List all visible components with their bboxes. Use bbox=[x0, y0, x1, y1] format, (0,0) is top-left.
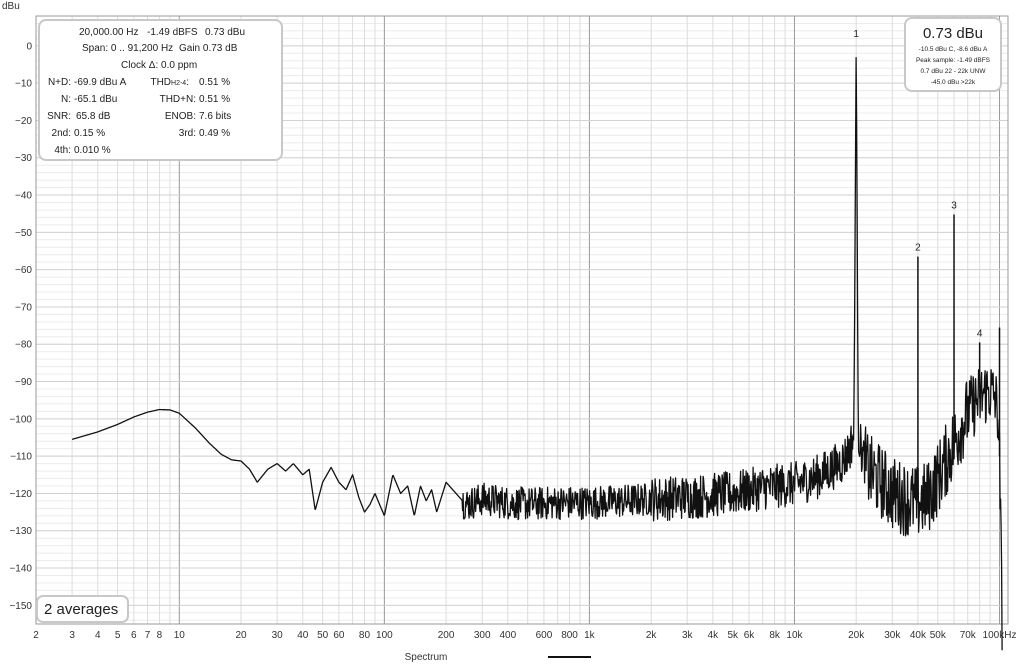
x-tick-label: 20 bbox=[235, 630, 247, 641]
x-tick-label: 2k bbox=[646, 630, 658, 641]
info-snr-value: 65.8 dB bbox=[76, 111, 111, 122]
level-line-4: -45.0 dBu >22k bbox=[931, 79, 976, 86]
x-tick-label: 3k bbox=[682, 630, 694, 641]
harmonic-peak-label: 2 bbox=[915, 243, 921, 254]
plot-frame bbox=[35, 15, 1009, 625]
info-nd-label: N+D: bbox=[48, 77, 71, 88]
x-tick-label: 100 bbox=[376, 630, 393, 641]
peak-markers: 1 2 3 4 bbox=[853, 29, 1001, 503]
info-gain: Gain 0.73 dB bbox=[179, 43, 238, 54]
info-3rd-label: 3rd: bbox=[179, 128, 196, 139]
series-layer bbox=[71, 56, 1003, 651]
major-grid bbox=[36, 16, 1008, 624]
x-tick-label: 300 bbox=[474, 630, 491, 641]
y-tick-label: −110 bbox=[10, 452, 32, 463]
level-line-2: Peak sample: -1.49 dBFS bbox=[916, 57, 991, 64]
x-tick-label: 8k bbox=[769, 630, 781, 641]
info-nd-value: -69.9 dBu A bbox=[74, 77, 127, 88]
spectrum-series-line bbox=[71, 56, 1003, 651]
y-tick-label: −140 bbox=[9, 564, 32, 575]
info-thdn-value: 0.51 % bbox=[199, 94, 230, 105]
x-tick-label: 50k bbox=[930, 630, 947, 641]
info-4th-value: 0.010 % bbox=[74, 145, 111, 156]
x-tick-label: 6 bbox=[131, 630, 137, 641]
info-thd-value: 0.51 % bbox=[199, 77, 230, 88]
y-tick-label: −60 bbox=[15, 265, 32, 276]
info-dbfs: -1.49 dBFS bbox=[147, 27, 198, 38]
averages-text: 2 averages bbox=[44, 601, 118, 618]
info-clock: Clock Δ: 0.0 ppm bbox=[121, 60, 197, 71]
x-tick-label: 40k bbox=[910, 630, 927, 641]
info-n-value: -65.1 dBu bbox=[74, 94, 117, 105]
x-tick-label: 4k bbox=[708, 630, 720, 641]
info-snr-label: SNR: bbox=[47, 111, 71, 122]
x-tick-label: 200 bbox=[438, 630, 455, 641]
info-enob-label: ENOB: bbox=[165, 111, 196, 122]
x-tick-label: 20k bbox=[848, 630, 865, 641]
y-tick-label: 0 bbox=[26, 41, 32, 52]
x-tick-label: 7 bbox=[145, 630, 151, 641]
info-2nd-label: 2nd: bbox=[52, 128, 71, 139]
y-tick-labels: 0 −10 −20 −30 −40 −50 −60 −70 −80 −90 −100 −110 −120… bbox=[9, 41, 32, 612]
y-tick-label: −80 bbox=[15, 340, 32, 351]
legend: Spectrum bbox=[405, 652, 591, 663]
measurement-info-box: 20,000.00 Hz -1.49 dBFS 0.73 dBu Span: 0… bbox=[38, 19, 283, 161]
x-tick-label: 600 bbox=[536, 630, 553, 641]
x-tick-label: 2 bbox=[33, 630, 39, 641]
y-tick-label: −70 bbox=[15, 302, 32, 313]
info-dbu: 0.73 dBu bbox=[205, 27, 245, 38]
info-4th-label: 4th: bbox=[54, 145, 71, 156]
info-2nd-value: 0.15 % bbox=[74, 128, 105, 139]
y-tick-label: −90 bbox=[15, 377, 32, 388]
y-tick-label: −20 bbox=[15, 116, 32, 127]
legend-label: Spectrum bbox=[405, 652, 448, 663]
x-tick-label: 3 bbox=[69, 630, 75, 641]
x-tick-label: 6k bbox=[744, 630, 756, 641]
info-thdn-label: THD+N: bbox=[160, 94, 196, 105]
info-3rd-value: 0.49 % bbox=[199, 128, 230, 139]
x-tick-label: 80 bbox=[359, 630, 371, 641]
x-tick-label: 8 bbox=[157, 630, 163, 641]
x-tick-label: 60 bbox=[333, 630, 345, 641]
y-tick-label: −50 bbox=[15, 228, 32, 239]
averages-box: 2 averages bbox=[36, 595, 129, 623]
info-span: Span: 0 .. 91,200 Hz bbox=[82, 43, 173, 54]
level-line-3: 0.7 dBu 22 - 22k UNW bbox=[920, 68, 986, 75]
x-tick-label: 5k bbox=[727, 630, 739, 641]
x-tick-label: 50 bbox=[317, 630, 329, 641]
info-frequency: 20,000.00 Hz bbox=[79, 27, 139, 38]
x-tick-label: 70k bbox=[960, 630, 977, 641]
y-tick-label: −130 bbox=[9, 526, 32, 537]
x-tick-label: 1k bbox=[584, 630, 596, 641]
x-tick-label: 30k bbox=[884, 630, 901, 641]
info-thd-label: THDH2-4: bbox=[150, 77, 189, 88]
x-tick-label: 10 bbox=[174, 630, 186, 641]
level-line-1: -10.5 dBu C, -8.6 dBu A bbox=[919, 46, 988, 53]
y-tick-label: −120 bbox=[9, 489, 32, 500]
svg-text:20,000.00 Hz: 20,000.00 Hz bbox=[79, 27, 139, 38]
info-enob-value: 7.6 bits bbox=[199, 111, 231, 122]
x-tick-label: 40 bbox=[297, 630, 309, 641]
x-tick-labels: 2 3 4 5 6 7 8 10 20 30 40 50 60 80 100 200 300 400 600 800 1… bbox=[33, 630, 1016, 641]
x-tick-label: 4 bbox=[95, 630, 101, 641]
y-tick-label: −40 bbox=[15, 191, 32, 202]
y-axis-unit: dBu bbox=[2, 1, 20, 12]
y-tick-label: −10 bbox=[15, 79, 32, 90]
x-tick-label: 5 bbox=[115, 630, 121, 641]
harmonic-peak-label: 4 bbox=[977, 328, 983, 339]
harmonic-peak-label: 3 bbox=[951, 200, 957, 211]
x-tick-label: 100kHz bbox=[983, 630, 1017, 641]
x-tick-label: 10k bbox=[786, 630, 803, 641]
x-tick-label: 400 bbox=[499, 630, 516, 641]
y-tick-label: −30 bbox=[15, 153, 32, 164]
info-n-label: N: bbox=[61, 94, 71, 105]
level-main-value: 0.73 dBu bbox=[923, 25, 983, 42]
x-tick-label: 30 bbox=[272, 630, 284, 641]
y-tick-label: −100 bbox=[9, 414, 32, 425]
harmonic-peak-label: 1 bbox=[853, 29, 859, 40]
y-tick-label: −150 bbox=[9, 601, 32, 612]
x-tick-label: 800 bbox=[561, 630, 578, 641]
level-summary-box: 0.73 dBu -10.5 dBu C, -8.6 dBu A Peak sa… bbox=[904, 17, 1002, 92]
